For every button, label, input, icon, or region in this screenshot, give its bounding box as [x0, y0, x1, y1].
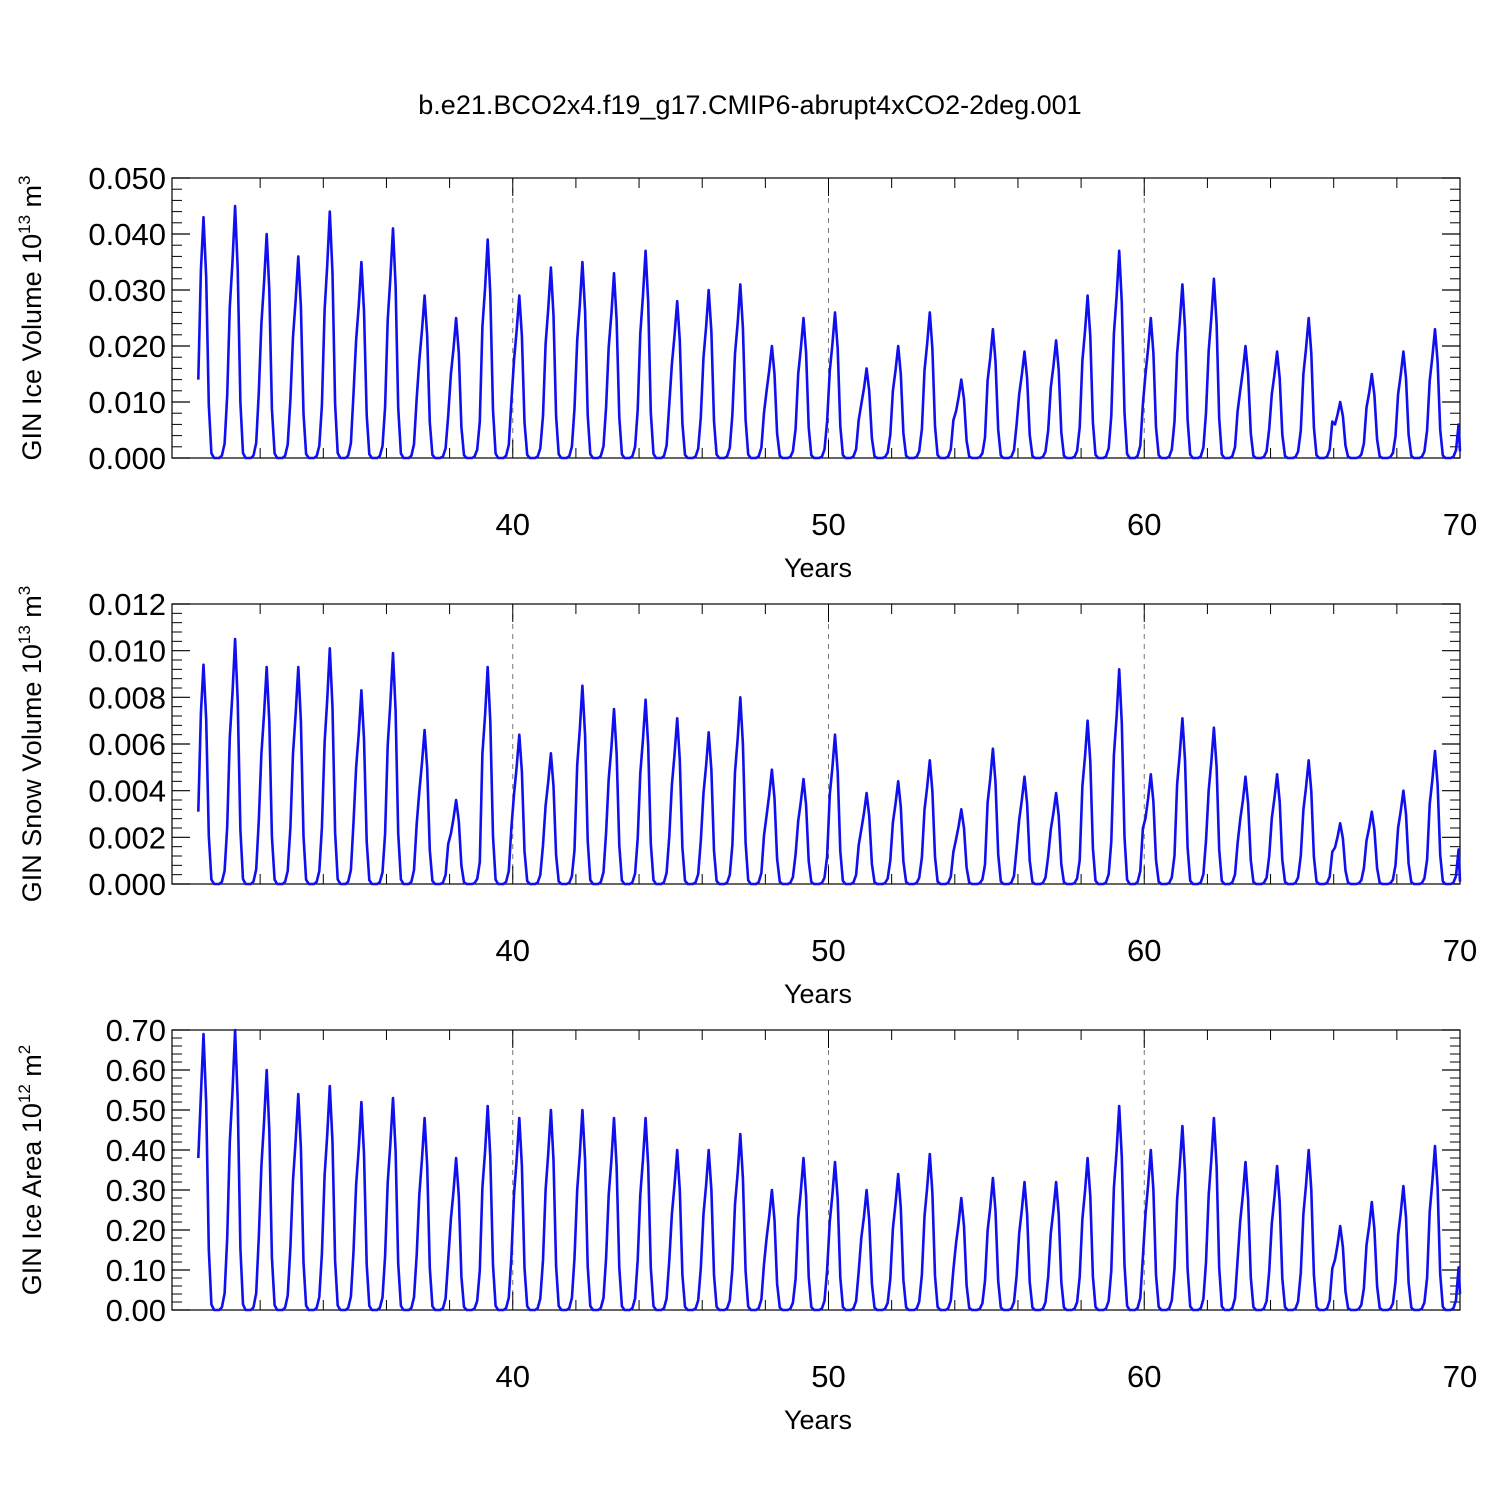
series-line [197, 204, 1462, 460]
x-tick-label: 50 [811, 1359, 845, 1394]
panel-snow-volume: 0.000 0.002 0.004 0.006 0.008 0.010 0.012 40 50 6… [15, 586, 1477, 1009]
figure-title: b.e21.BCO2x4.f19_g17.CMIP6-abrupt4xCO2-2… [418, 90, 1081, 120]
y-tick-label: 0.50 [106, 1093, 166, 1128]
y-axis-label-part: 12 [15, 1084, 34, 1103]
x-tick-label: 40 [496, 933, 530, 968]
y-axis-label: GIN Snow Volume 1013 m3 [15, 586, 47, 903]
y-tick-label: 0.006 [88, 727, 166, 762]
y-tick-label: 0.010 [88, 634, 166, 669]
y-axis-label-part: m [17, 595, 47, 625]
x-tick-label: 40 [496, 1359, 530, 1394]
y-tick-label: 0.012 [88, 587, 166, 622]
x-tick-label: 60 [1127, 1359, 1161, 1394]
x-tick-label: 60 [1127, 933, 1161, 968]
panel-ice-volume: 0.000 0.010 0.020 0.030 0.040 0.050 40 50 60 70 Ye… [15, 161, 1477, 583]
y-axis-label-part: 13 [15, 625, 34, 644]
y-tick-label: 0.40 [106, 1133, 166, 1168]
y-axis-label-part: 3 [15, 175, 34, 184]
x-axis-label: Years [784, 1405, 852, 1435]
y-axis-label-part: GIN Ice Volume 10 [17, 234, 47, 461]
y-axis-label-part: GIN Ice Area 10 [17, 1103, 47, 1295]
series-line [197, 1028, 1462, 1312]
y-axis-label-part: GIN Snow Volume 10 [17, 644, 47, 902]
x-axis-label: Years [784, 979, 852, 1009]
y-axis-label-part: m [17, 185, 47, 215]
y-tick-label: 0.00 [106, 1293, 166, 1328]
y-tick-label: 0.30 [106, 1173, 166, 1208]
x-tick-label: 70 [1443, 933, 1477, 968]
y-tick-label: 0.010 [88, 385, 166, 420]
x-tick-label: 60 [1127, 507, 1161, 542]
x-tick-label: 50 [811, 933, 845, 968]
y-tick-label: 0.10 [106, 1253, 166, 1288]
y-tick-label: 0.20 [106, 1213, 166, 1248]
y-tick-label: 0.60 [106, 1053, 166, 1088]
x-tick-label: 40 [496, 507, 530, 542]
x-axis-label: Years [784, 553, 852, 583]
y-tick-label: 0.008 [88, 680, 166, 715]
y-tick-label: 0.002 [88, 820, 166, 855]
y-axis-label: GIN Ice Area 1012 m2 [15, 1045, 47, 1296]
y-tick-label: 0.040 [88, 217, 166, 252]
y-tick-label: 0.004 [88, 774, 166, 809]
y-axis-label: GIN Ice Volume 1013 m3 [15, 175, 47, 460]
panel-ice-area: 0.00 0.10 0.20 0.30 0.40 0.50 0.60 0.70 40 50 60 70… [15, 1013, 1477, 1435]
y-axis-label-part: 3 [15, 586, 34, 595]
y-tick-label: 0.020 [88, 329, 166, 364]
y-tick-label: 0.000 [88, 441, 166, 476]
y-tick-label: 0.70 [106, 1013, 166, 1048]
x-tick-label: 50 [811, 507, 845, 542]
y-tick-label: 0.030 [88, 273, 166, 308]
x-tick-label: 70 [1443, 1359, 1477, 1394]
x-tick-label: 70 [1443, 507, 1477, 542]
y-tick-label: 0.050 [88, 161, 166, 196]
y-tick-label: 0.000 [88, 867, 166, 902]
series-line [197, 637, 1462, 886]
y-axis-label-part: 13 [15, 215, 34, 234]
y-axis-label-part: m [17, 1054, 47, 1084]
y-axis-label-part: 2 [15, 1045, 34, 1054]
